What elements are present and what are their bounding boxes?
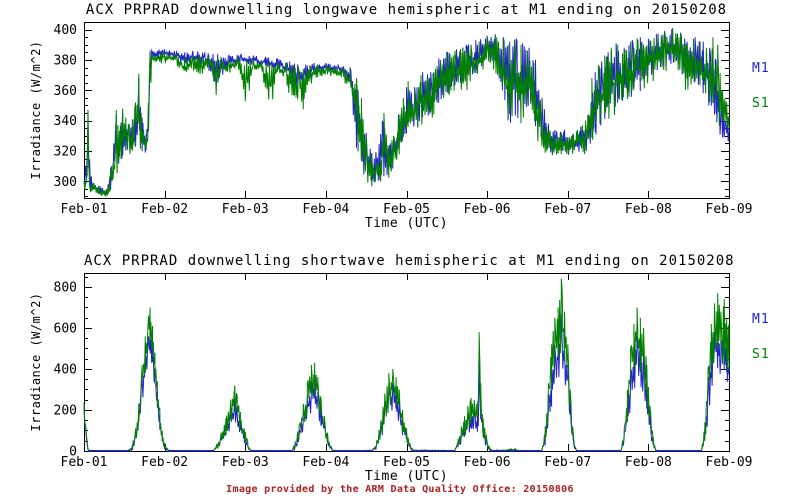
x-tick-label: Feb-05 xyxy=(383,455,430,470)
y-tick-label: 0 xyxy=(69,445,77,460)
y-tick-label: 300 xyxy=(54,175,77,190)
y-tick-label: 400 xyxy=(54,362,77,377)
x-tick-label: Feb-06 xyxy=(464,202,511,217)
x-tick-label: Feb-08 xyxy=(625,202,672,217)
longwave-legend-s1: S1 xyxy=(752,96,770,111)
plot-frame xyxy=(84,273,730,452)
x-tick-label: Feb-05 xyxy=(383,202,430,217)
x-tick-label: Feb-01 xyxy=(61,455,108,470)
shortwave-y-axis-label: Irradiance (W/m^2) xyxy=(29,292,43,432)
longwave-x-axis-label: Time (UTC) xyxy=(364,216,449,231)
longwave-legend-m1: M1 xyxy=(752,61,770,76)
y-tick-label: 600 xyxy=(54,321,77,336)
shortwave-legend-m1: M1 xyxy=(752,312,770,327)
x-tick-label: Feb-06 xyxy=(464,455,511,470)
m1-series-line xyxy=(83,28,730,196)
y-tick-label: 380 xyxy=(54,53,77,68)
x-tick-label: Feb-04 xyxy=(302,455,349,470)
shortwave-legend-s1: S1 xyxy=(752,347,770,362)
y-tick-label: 200 xyxy=(54,403,77,418)
x-tick-label: Feb-03 xyxy=(222,455,269,470)
y-tick-label: 400 xyxy=(54,23,77,38)
x-tick-label: Feb-03 xyxy=(222,202,269,217)
x-tick-label: Feb-09 xyxy=(706,202,753,217)
x-tick-label: Feb-04 xyxy=(302,202,349,217)
x-tick-label: Feb-07 xyxy=(544,455,591,470)
longwave-chart-title: ACX PRPRAD downwelling longwave hemisphe… xyxy=(85,2,728,18)
shortwave-chart-title: ACX PRPRAD downwelling shortwave hemisph… xyxy=(84,253,735,269)
x-tick-label: Feb-09 xyxy=(706,455,753,470)
x-tick-label: Feb-07 xyxy=(544,202,591,217)
longwave-y-axis-label: Irradiance (W/m^2) xyxy=(29,40,43,180)
y-tick-label: 340 xyxy=(54,114,77,129)
arm-data-quality-office-note: Image provided by the ARM Data Quality O… xyxy=(226,484,574,495)
s1-series-line xyxy=(83,278,730,453)
s1-series-line xyxy=(83,29,730,197)
shortwave-x-axis-label: Time (UTC) xyxy=(364,469,449,484)
x-tick-label: Feb-02 xyxy=(141,202,188,217)
y-tick-label: 320 xyxy=(54,144,77,159)
x-tick-label: Feb-08 xyxy=(625,455,672,470)
y-tick-label: 360 xyxy=(54,84,77,99)
x-tick-label: Feb-02 xyxy=(141,455,188,470)
y-tick-label: 800 xyxy=(54,280,77,295)
x-tick-label: Feb-01 xyxy=(61,202,108,217)
